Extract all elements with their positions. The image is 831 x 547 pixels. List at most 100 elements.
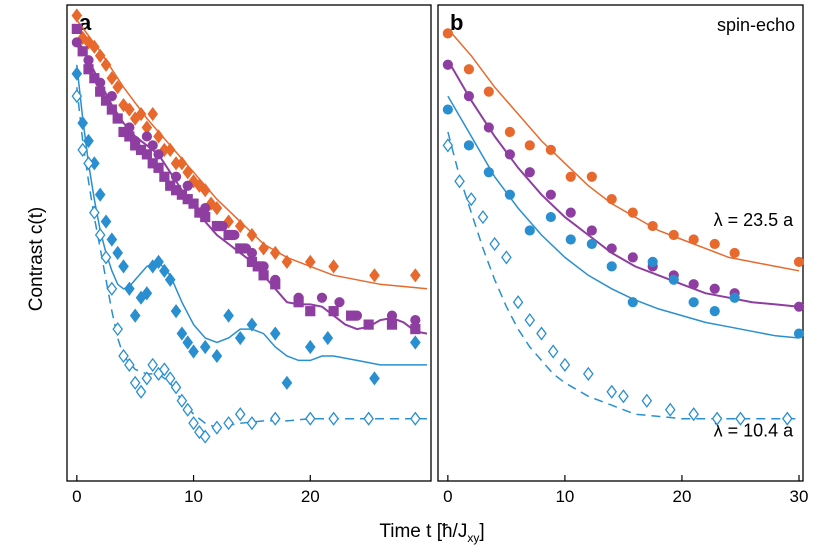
data-point-blue-circle-filled: [709, 306, 720, 317]
data-point-purple-circle-filled: [182, 180, 193, 191]
data-point-blue-diamond-filled: [124, 281, 135, 296]
data-point-orange-circle-filled: [483, 86, 494, 97]
data-point-purple-square-filled: [112, 113, 123, 124]
data-point-blue-circle-filled: [647, 256, 658, 267]
fit-curve-blue: [447, 131, 799, 420]
data-point-purple-square-filled: [328, 306, 339, 317]
data-point-blue-diamond-filled: [188, 344, 199, 359]
data-point-purple-circle-filled: [141, 131, 152, 142]
data-point-orange-diamond-filled: [71, 8, 83, 23]
data-point-purple-square-filled: [346, 310, 357, 321]
data-point-blue-diamond-open: [100, 250, 112, 265]
data-point-orange-diamond-filled: [83, 35, 94, 50]
data-point-orange-circle-filled: [504, 126, 515, 138]
data-point-orange-diamond-filled: [328, 259, 339, 274]
data-point-blue-diamond-filled: [129, 308, 141, 323]
data-point-blue-diamond-open: [164, 371, 176, 386]
data-point-blue-diamond-open: [410, 411, 421, 426]
data-point-purple-square-filled: [159, 171, 170, 182]
data-point-purple-circle-filled: [565, 207, 576, 218]
data-point-purple-circle-filled: [246, 247, 258, 259]
data-point-blue-circle-filled: [729, 292, 740, 303]
data-point-purple-square-filled: [141, 149, 152, 160]
data-point-blue-diamond-filled: [246, 317, 258, 332]
data-point-purple-square-filled: [363, 319, 374, 330]
data-point-purple-circle-filled: [83, 55, 94, 66]
data-point-blue-diamond-filled: [304, 339, 316, 355]
data-point-purple-circle-filled: [153, 149, 164, 160]
data-point-orange-circle-filled: [627, 207, 638, 218]
data-point-blue-diamond-filled: [159, 263, 170, 278]
data-point-orange-circle-filled: [463, 64, 475, 75]
x-tick-label: 10: [184, 487, 203, 506]
data-point-blue-circle-filled: [442, 104, 453, 115]
data-point-orange-diamond-filled: [281, 254, 293, 269]
data-point-purple-square-filled: [200, 211, 211, 223]
data-point-purple-square-filled: [386, 319, 398, 330]
data-point-blue-diamond-filled: [141, 286, 153, 301]
data-point-blue-diamond-filled: [100, 214, 112, 229]
data-point-purple-square-filled: [270, 279, 281, 290]
x-tick-label: 0: [443, 487, 452, 506]
data-point-blue-diamond-open: [606, 384, 618, 399]
data-point-orange-diamond-filled: [182, 165, 194, 180]
data-point-orange-diamond-filled: [89, 39, 100, 54]
data-point-blue-diamond-filled: [281, 375, 293, 390]
data-point-purple-circle-filled: [627, 252, 638, 263]
data-point-blue-diamond-open: [188, 416, 199, 431]
data-point-blue-diamond-open: [141, 371, 153, 386]
data-point-purple-square-filled: [252, 261, 263, 272]
data-point-orange-diamond-filled: [246, 227, 258, 243]
data-point-blue-diamond-filled: [71, 66, 83, 81]
data-point-purple-circle-filled: [504, 149, 515, 160]
data-point-purple-circle-filled: [334, 297, 345, 308]
data-point-blue-diamond-filled: [153, 254, 164, 269]
data-point-blue-diamond-open: [664, 402, 676, 417]
data-point-orange-circle-filled: [606, 194, 617, 205]
data-point-purple-circle-filled: [170, 171, 182, 182]
data-point-blue-diamond-filled: [112, 245, 124, 261]
lambda-label: λ = 10.4 a: [714, 421, 795, 441]
data-point-blue-diamond-filled: [223, 308, 234, 323]
data-point-blue-diamond-open: [94, 227, 106, 243]
data-point-blue-diamond-open: [489, 236, 500, 252]
data-point-blue-diamond-open: [176, 393, 188, 408]
data-point-purple-square-filled: [71, 23, 82, 35]
panel-letter: b: [450, 10, 463, 35]
x-tick-label: 0: [72, 487, 81, 506]
data-point-orange-circle-filled: [565, 171, 576, 182]
data-point-purple-circle-filled: [442, 59, 453, 70]
data-point-purple-circle-filled: [606, 243, 617, 254]
data-point-orange-diamond-filled: [94, 48, 106, 63]
data-point-blue-diamond-filled: [182, 335, 194, 350]
panel-b: 0 10 20 30 b spin-echo λ = 23.5 a λ = 10.4 a: [437, 4, 808, 506]
data-point-blue-circle-filled: [668, 274, 679, 285]
data-point-blue-diamond-open: [536, 326, 547, 341]
data-point-blue-diamond-open: [223, 416, 234, 431]
data-point-blue-diamond-open: [71, 89, 83, 104]
data-point-orange-circle-filled: [647, 220, 658, 232]
x-axis-title-subscript: xy: [467, 531, 479, 545]
data-point-orange-diamond-filled: [176, 156, 188, 171]
data-point-blue-circle-filled: [565, 234, 576, 245]
x-tick-label: 20: [672, 487, 691, 506]
y-axis-title: Contrast c(t): [26, 207, 47, 312]
data-point-purple-circle-filled: [793, 301, 805, 312]
data-point-orange-diamond-filled: [304, 254, 316, 269]
data-point-purple-square-filled: [293, 297, 304, 308]
data-point-blue-diamond-filled: [170, 304, 182, 319]
data-point-blue-diamond-filled: [322, 330, 334, 346]
data-point-purple-circle-filled: [147, 140, 158, 151]
data-point-purple-square-filled: [235, 243, 246, 254]
x-axis-title-end: ]: [479, 521, 484, 542]
data-point-orange-circle-filled: [586, 171, 597, 182]
data-point-orange-diamond-filled: [269, 245, 281, 261]
data-point-blue-diamond-open: [182, 402, 194, 417]
data-point-orange-diamond-filled: [118, 97, 129, 113]
data-point-blue-diamond-open: [465, 192, 477, 207]
data-point-blue-diamond-filled: [211, 348, 223, 364]
data-point-blue-diamond-open: [501, 250, 512, 265]
data-point-purple-circle-filled: [709, 283, 720, 294]
data-point-purple-square-filled: [83, 64, 94, 75]
data-point-blue-diamond-filled: [234, 330, 246, 346]
